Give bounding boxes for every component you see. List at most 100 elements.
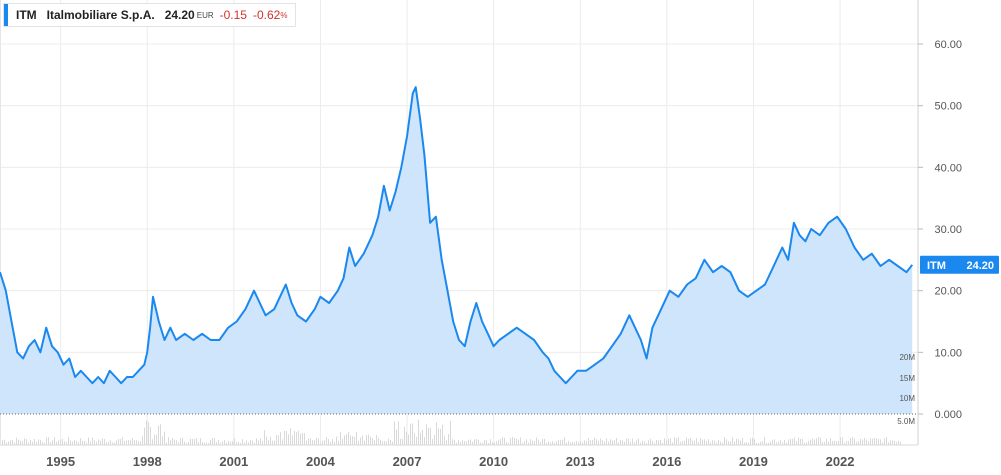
volume-bar bbox=[500, 438, 501, 445]
volume-bar bbox=[638, 438, 639, 445]
volume-bar bbox=[16, 437, 17, 445]
x-tick-label: 2016 bbox=[652, 454, 681, 469]
volume-bar bbox=[6, 442, 7, 445]
volume-bar bbox=[530, 439, 531, 445]
volume-bar bbox=[34, 438, 35, 445]
volume-bar bbox=[370, 436, 371, 445]
volume-bar bbox=[298, 430, 299, 445]
volume-axis: 5.0M 10M 15M 20M bbox=[897, 353, 915, 426]
volume-bar bbox=[644, 441, 645, 445]
volume-bar bbox=[512, 437, 513, 445]
volume-bar bbox=[264, 430, 265, 445]
volume-bar bbox=[302, 432, 303, 445]
y-tick-label: 40.00 bbox=[934, 162, 962, 174]
volume-bar bbox=[284, 430, 285, 445]
volume-bar bbox=[556, 441, 557, 445]
volume-bar bbox=[204, 442, 205, 445]
volume-bar bbox=[450, 420, 451, 445]
volume-bar bbox=[514, 437, 515, 445]
volume-bar bbox=[238, 442, 239, 445]
volume-bar bbox=[384, 440, 385, 445]
volume-bar bbox=[326, 437, 327, 445]
volume-bar bbox=[776, 442, 777, 445]
volume-bar bbox=[750, 438, 751, 445]
volume-bar bbox=[334, 441, 335, 445]
volume-bar bbox=[548, 441, 549, 445]
volume-bar bbox=[66, 441, 67, 445]
volume-bar bbox=[12, 439, 13, 445]
volume-bar bbox=[332, 438, 333, 445]
volume-bar bbox=[4, 439, 5, 445]
volume-bar bbox=[172, 437, 173, 445]
volume-bar bbox=[536, 437, 537, 445]
volume-bar bbox=[498, 440, 499, 445]
volume-bar bbox=[164, 431, 165, 445]
volume-bar bbox=[146, 420, 147, 445]
volume-bar bbox=[510, 437, 511, 445]
volume-bar bbox=[194, 439, 195, 445]
volume-bar bbox=[318, 438, 319, 445]
volume-bar bbox=[156, 434, 157, 445]
volume-bar bbox=[346, 434, 347, 445]
volume-bar bbox=[290, 428, 291, 445]
volume-bar bbox=[406, 431, 407, 445]
quote-legend[interactable]: ITM Italmobiliare S.p.A. 24.20 EUR -0.15… bbox=[3, 3, 297, 27]
volume-bar bbox=[632, 438, 633, 445]
volume-bar bbox=[562, 439, 563, 445]
volume-bar bbox=[590, 440, 591, 445]
volume-bar bbox=[820, 437, 821, 445]
volume-bar bbox=[678, 437, 679, 445]
volume-bar bbox=[886, 437, 887, 445]
volume-bar bbox=[286, 430, 287, 445]
volume-bar bbox=[900, 441, 901, 445]
volume-bar bbox=[114, 442, 115, 445]
volume-bar bbox=[560, 439, 561, 445]
volume-bar bbox=[192, 438, 193, 445]
volume-bar bbox=[850, 438, 851, 445]
volume-bar bbox=[890, 440, 891, 445]
volume-bar bbox=[256, 438, 257, 445]
volume-bar bbox=[496, 441, 497, 445]
x-axis: 1995 1998 2001 2004 2007 2010 2013 2016 2019 2022 bbox=[46, 454, 854, 469]
volume-bar bbox=[140, 441, 141, 445]
volume-bar bbox=[600, 438, 601, 445]
volume-bar bbox=[646, 442, 647, 445]
volume-bar bbox=[360, 437, 361, 445]
volume-bar bbox=[416, 436, 417, 445]
volume-bar bbox=[648, 440, 649, 445]
volume-bar bbox=[714, 440, 715, 445]
volume-bar bbox=[680, 441, 681, 445]
volume-bar bbox=[122, 437, 123, 445]
volume-bar bbox=[446, 440, 447, 445]
volume-bar bbox=[762, 441, 763, 445]
volume-bar bbox=[242, 439, 243, 445]
volume-bar bbox=[760, 441, 761, 445]
volume-bar bbox=[740, 440, 741, 445]
volume-bar bbox=[508, 442, 509, 445]
volume-bar bbox=[120, 439, 121, 445]
price-line[interactable] bbox=[0, 86, 913, 385]
volume-bar bbox=[398, 421, 399, 445]
volume-bar bbox=[20, 440, 21, 445]
volume-bar bbox=[862, 439, 863, 445]
volume-bar bbox=[576, 441, 577, 445]
volume-bar bbox=[696, 438, 697, 445]
volume-bar bbox=[374, 440, 375, 445]
volume-bar bbox=[244, 442, 245, 445]
volume-bar bbox=[880, 439, 881, 445]
volume-bar bbox=[594, 437, 595, 445]
volume-bar bbox=[376, 434, 377, 445]
volume-bar bbox=[672, 442, 673, 445]
volume-bar bbox=[392, 441, 393, 445]
volume-bar bbox=[8, 441, 9, 445]
volume-bar bbox=[336, 436, 337, 445]
volume-bar bbox=[822, 441, 823, 445]
volume-bar bbox=[118, 438, 119, 445]
volume-bar bbox=[564, 437, 565, 445]
volume-bar bbox=[404, 426, 405, 445]
volume-bar bbox=[620, 440, 621, 445]
volume-bar bbox=[516, 438, 517, 445]
volume-bar bbox=[276, 435, 277, 445]
quote-change: -0.15 bbox=[219, 8, 247, 22]
